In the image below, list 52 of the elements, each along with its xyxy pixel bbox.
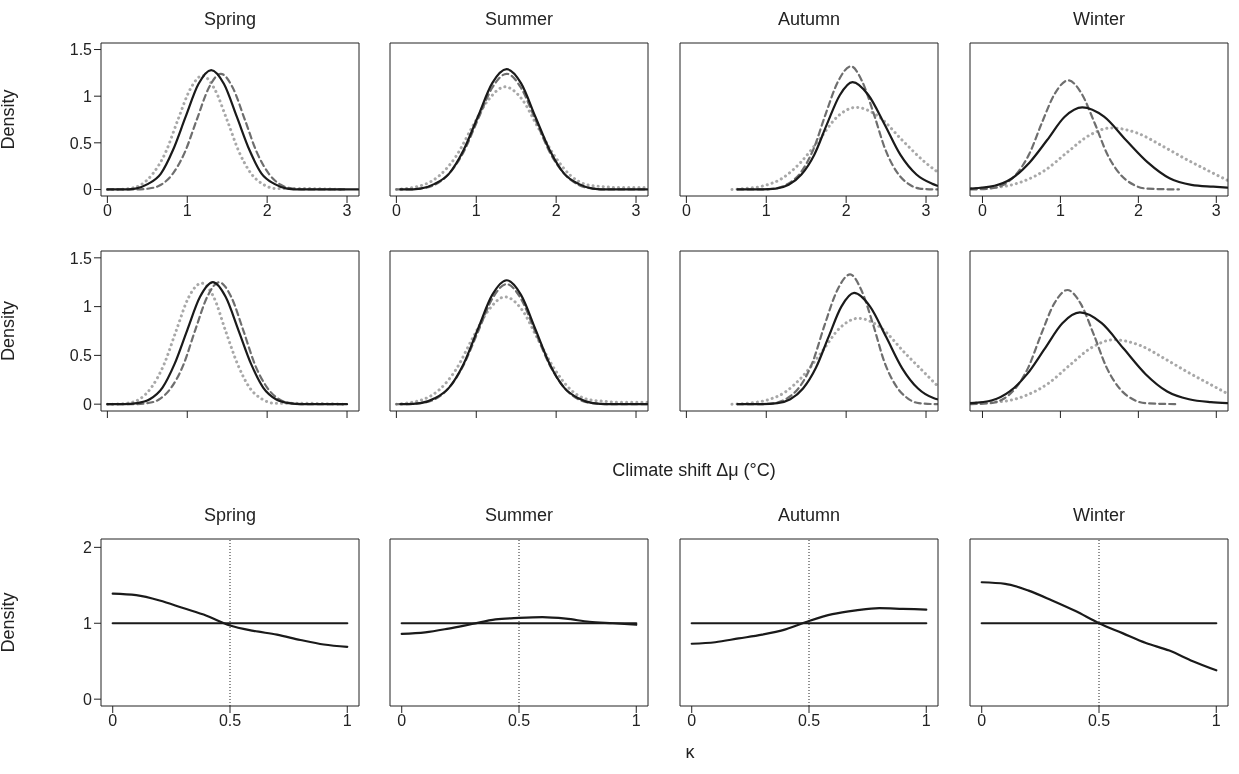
y-tick-label: 0.5 (69, 347, 93, 365)
x-tick-label: 1 (182, 202, 192, 220)
x-tick-label: 2 (1133, 202, 1143, 220)
x-tick-label: 1 (1055, 202, 1065, 220)
x-tick-label: 2 (262, 202, 272, 220)
y-tick-label: 1 (83, 87, 93, 105)
x-tick-label: 0.5 (1087, 712, 1111, 730)
y-axis-title: Density (0, 592, 19, 653)
chart-title: Winter (1072, 8, 1126, 31)
x-tick-label: 1 (1211, 712, 1221, 730)
x-axis-title: κ (684, 742, 696, 763)
x-tick-label: 3 (1211, 202, 1221, 220)
y-tick-label: 0 (83, 181, 93, 199)
chart-title: Summer (484, 8, 554, 31)
y-tick-label: 1 (83, 298, 93, 316)
x-tick-label: 0 (391, 202, 401, 220)
x-tick-label: 0 (681, 202, 691, 220)
y-tick-label: 1 (83, 614, 93, 632)
chart-title: Spring (203, 504, 257, 527)
x-tick-label: 0 (102, 202, 112, 220)
y-axis-title: Density (0, 300, 19, 362)
chart-title: Summer (484, 504, 554, 527)
x-tick-label: 0.5 (797, 712, 821, 730)
y-axis-title: Density (0, 89, 19, 150)
y-tick-label: 1.5 (69, 249, 93, 267)
x-tick-label: 2 (841, 202, 851, 220)
y-tick-label: 1.5 (69, 41, 93, 59)
x-tick-label: 1 (921, 712, 931, 730)
x-tick-label: 3 (921, 202, 931, 220)
y-tick-label: 0.5 (69, 134, 93, 152)
x-tick-label: 1 (471, 202, 481, 220)
x-tick-label: 0 (978, 202, 988, 220)
chart-title: Autumn (776, 504, 841, 527)
chart-title: Winter (1072, 504, 1126, 527)
x-tick-label: 1 (342, 712, 352, 730)
y-tick-label: 0 (83, 395, 93, 413)
x-tick-label: 0 (977, 712, 987, 730)
x-tick-label: 1 (631, 712, 641, 730)
x-tick-label: 2 (551, 202, 561, 220)
chart-title: Autumn (776, 8, 841, 31)
x-tick-label: 1 (761, 202, 771, 220)
x-tick-label: 0.5 (507, 712, 531, 730)
x-tick-label: 0 (687, 712, 697, 730)
x-axis-title: Climate shift Δμ (°C) (611, 460, 777, 481)
chart-title: Spring (203, 8, 257, 31)
y-tick-label: 2 (83, 539, 93, 557)
x-tick-label: 0 (108, 712, 118, 730)
x-tick-label: 3 (631, 202, 641, 220)
x-tick-label: 0 (397, 712, 407, 730)
x-tick-label: 3 (342, 202, 352, 220)
x-tick-label: 0.5 (218, 712, 242, 730)
y-tick-label: 0 (83, 690, 93, 708)
